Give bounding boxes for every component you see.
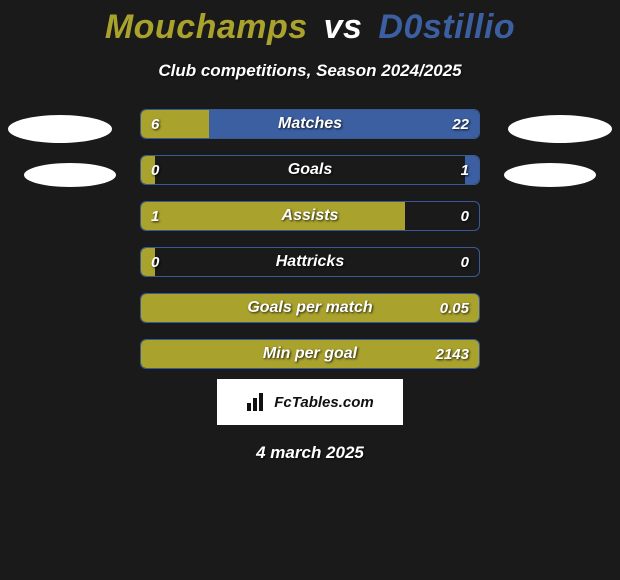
- stat-fill-left: [141, 294, 479, 322]
- comparison-card: Mouchamps vs D0stillio Club competitions…: [0, 0, 620, 463]
- avatar-right-2: [504, 163, 596, 187]
- stats-area: 622Matches01Goals10Assists00Hattricks0.0…: [0, 109, 620, 369]
- bars-icon: [246, 392, 268, 412]
- vs-label: vs: [324, 8, 363, 46]
- stat-row: 0 0Hattricks: [140, 247, 480, 277]
- stat-row: 0.05Goals per match: [140, 293, 480, 323]
- stat-row: 0 1Goals: [140, 155, 480, 185]
- stat-value-right: 0: [461, 202, 469, 230]
- stat-value-left: 0: [151, 156, 159, 184]
- avatar-left-2: [24, 163, 116, 187]
- stat-row: 10Assists: [140, 201, 480, 231]
- page-title: Mouchamps vs D0stillio: [0, 8, 620, 47]
- stat-value-right: 22: [452, 110, 469, 138]
- stat-label: Hattricks: [141, 248, 479, 276]
- logo-text: FcTables.com: [274, 394, 373, 411]
- stat-value-right: 0.05: [440, 294, 469, 322]
- stat-value-left: 0: [151, 248, 159, 276]
- stats-bars: 622Matches01Goals10Assists00Hattricks0.0…: [140, 109, 480, 385]
- stat-value-right: 0: [461, 248, 469, 276]
- stat-value-left: 1: [151, 202, 159, 230]
- stat-row: 622Matches: [140, 109, 480, 139]
- player1-name: Mouchamps: [105, 8, 308, 46]
- avatar-right-1: [508, 115, 612, 143]
- stat-label: Goals: [141, 156, 479, 184]
- stat-row: 2143Min per goal: [140, 339, 480, 369]
- stat-fill-right: [209, 110, 479, 138]
- fctables-logo: FcTables.com: [217, 379, 403, 425]
- stat-value-right: 1: [461, 156, 469, 184]
- stat-fill-left: [141, 340, 479, 368]
- stat-value-left: 6: [151, 110, 159, 138]
- date-label: 4 march 2025: [0, 443, 620, 463]
- player2-name: D0stillio: [378, 8, 515, 46]
- stat-value-right: 2143: [436, 340, 469, 368]
- stat-fill-left: [141, 202, 405, 230]
- subtitle: Club competitions, Season 2024/2025: [0, 61, 620, 81]
- avatar-left-1: [8, 115, 112, 143]
